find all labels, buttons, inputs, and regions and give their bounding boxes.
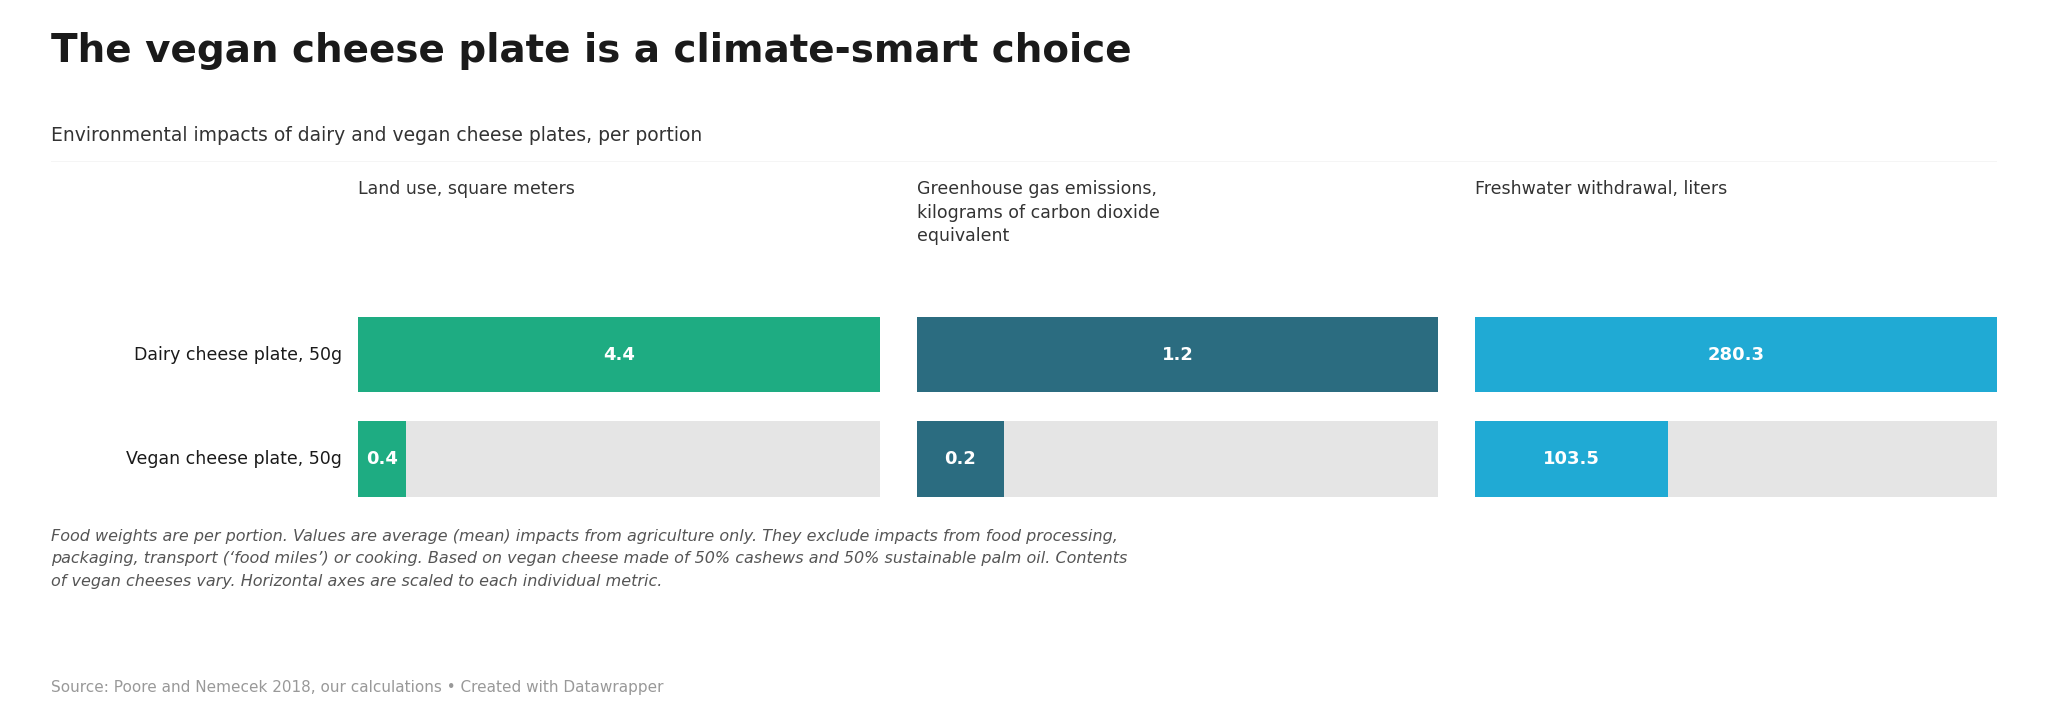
Text: 0.2: 0.2 <box>944 450 977 468</box>
Bar <box>358 421 406 497</box>
Text: The vegan cheese plate is a climate-smart choice: The vegan cheese plate is a climate-smar… <box>51 32 1133 71</box>
Text: 4.4: 4.4 <box>604 346 635 364</box>
Text: Land use, square meters: Land use, square meters <box>358 180 575 198</box>
Text: Environmental impacts of dairy and vegan cheese plates, per portion: Environmental impacts of dairy and vegan… <box>51 126 702 145</box>
Text: Greenhouse gas emissions,
kilograms of carbon dioxide
equivalent: Greenhouse gas emissions, kilograms of c… <box>918 180 1159 246</box>
Text: Vegan cheese plate, 50g: Vegan cheese plate, 50g <box>127 450 342 468</box>
Text: Source: Poore and Nemecek 2018, our calculations • Created with Datawrapper: Source: Poore and Nemecek 2018, our calc… <box>51 680 664 696</box>
Bar <box>918 421 1004 497</box>
Bar <box>1475 421 1667 497</box>
Text: 0.4: 0.4 <box>367 450 397 468</box>
Text: 1.2: 1.2 <box>1161 346 1194 364</box>
Text: 103.5: 103.5 <box>1542 450 1599 468</box>
Text: 280.3: 280.3 <box>1708 346 1765 364</box>
Text: Freshwater withdrawal, liters: Freshwater withdrawal, liters <box>1475 180 1729 198</box>
Text: Food weights are per portion. Values are average (mean) impacts from agriculture: Food weights are per portion. Values are… <box>51 529 1128 589</box>
Text: Dairy cheese plate, 50g: Dairy cheese plate, 50g <box>133 346 342 364</box>
